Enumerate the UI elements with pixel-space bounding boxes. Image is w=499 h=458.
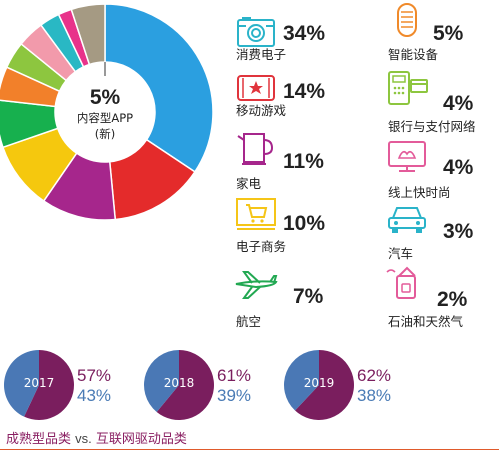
internet-pct-2019: 38%: [357, 386, 392, 405]
airplane-icon: [235, 271, 278, 299]
legend-vs: vs.: [75, 431, 92, 446]
category-pct-smart-devices: 5%: [433, 22, 464, 45]
internet-pct-2018: 39%: [217, 386, 252, 405]
year-pie-mature-slice-2019: [295, 350, 354, 420]
mature-pct-2017: 57%: [77, 366, 112, 385]
category-label-banking-payment: 银行与支付网络: [388, 119, 476, 134]
year-label-2017: 2017: [23, 376, 55, 390]
fashion-screen-icon: [388, 141, 426, 172]
year-pie-2017: [3, 350, 74, 420]
category-pct-ecommerce: 10%: [283, 212, 326, 235]
category-pct-mobile-games: 14%: [283, 80, 326, 103]
category-label-aviation: 航空: [236, 314, 262, 329]
category-pct-oil-gas: 2%: [437, 288, 468, 311]
donut-slice-0: [104, 3, 214, 173]
mobile-game-icon: [237, 75, 275, 101]
category-label-mobile-games: 移动游戏: [236, 103, 287, 118]
category-pct-banking-payment: 4%: [443, 92, 474, 115]
year-pie-mature-slice-2017: [24, 350, 74, 420]
category-label-ecommerce: 电子商务: [236, 239, 287, 254]
car-icon: [388, 207, 426, 233]
legend-internet-categories: 互联网驱动品类: [95, 432, 187, 447]
year-pie-internet-slice-2017: [3, 350, 40, 417]
payment-terminal-icon: [388, 71, 428, 105]
category-pct-online-fast-fashion: 4%: [443, 156, 474, 179]
category-pct-consumer-electronics: 34%: [283, 22, 326, 45]
mature-pct-2018: 61%: [217, 366, 252, 385]
year-label-2019: 2019: [303, 376, 335, 390]
mature-pct-2019: 62%: [357, 366, 392, 385]
category-label-home-appliances: 家电: [236, 176, 262, 191]
category-label-smart-devices: 智能设备: [388, 47, 439, 62]
legend-mature-categories: 成熟型品类: [6, 432, 72, 447]
camera-icon: [237, 17, 275, 47]
footer-legend: 成熟型品类 vs. 互联网驱动品类: [6, 428, 187, 447]
year-pie-internet-slice-2018: [144, 350, 179, 412]
footer-divider: [0, 449, 499, 450]
year-pie-internet-slice-2019: [284, 350, 319, 411]
category-label-consumer-electronics: 消费电子: [236, 47, 287, 62]
category-pct-home-appliances: 11%: [283, 150, 324, 173]
category-label-automotive: 汽车: [388, 246, 414, 261]
smart-speaker-icon: [397, 3, 417, 37]
internet-pct-2017: 43%: [77, 386, 112, 405]
center-category-sublabel: (新): [94, 127, 116, 141]
category-pct-automotive: 3%: [443, 220, 474, 243]
year-pie-2019: [284, 350, 354, 420]
kettle-icon: [237, 133, 274, 165]
category-label-online-fast-fashion: 线上快时尚: [388, 185, 451, 200]
year-label-2018: 2018: [163, 376, 195, 390]
oil-can-icon: [386, 266, 416, 299]
donut-slice-4: [0, 99, 59, 149]
year-pie-2018: [144, 350, 214, 420]
center-percentage: 5%: [89, 86, 121, 109]
category-pct-aviation: 7%: [293, 285, 324, 308]
center-category-label: 内容型APP: [76, 111, 134, 125]
category-label-oil-gas: 石油和天然气: [388, 314, 464, 329]
year-pie-mature-slice-2018: [156, 350, 214, 420]
shopping-cart-icon: [236, 198, 276, 230]
